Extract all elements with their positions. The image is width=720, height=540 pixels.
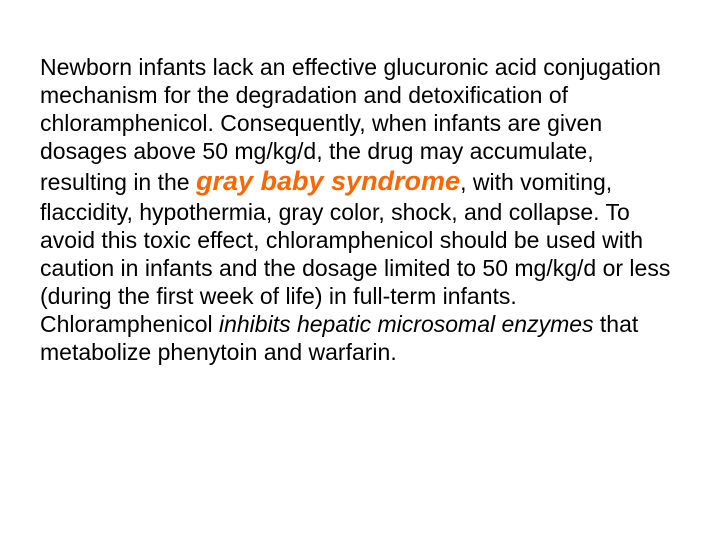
slide-paragraph: Newborn infants lack an effective glucur… <box>40 53 680 366</box>
highlight-term: gray baby syndrome <box>196 166 460 196</box>
slide-container: Newborn infants lack an effective glucur… <box>0 0 720 540</box>
italic-term: inhibits hepatic microsomal enzymes <box>219 311 594 337</box>
